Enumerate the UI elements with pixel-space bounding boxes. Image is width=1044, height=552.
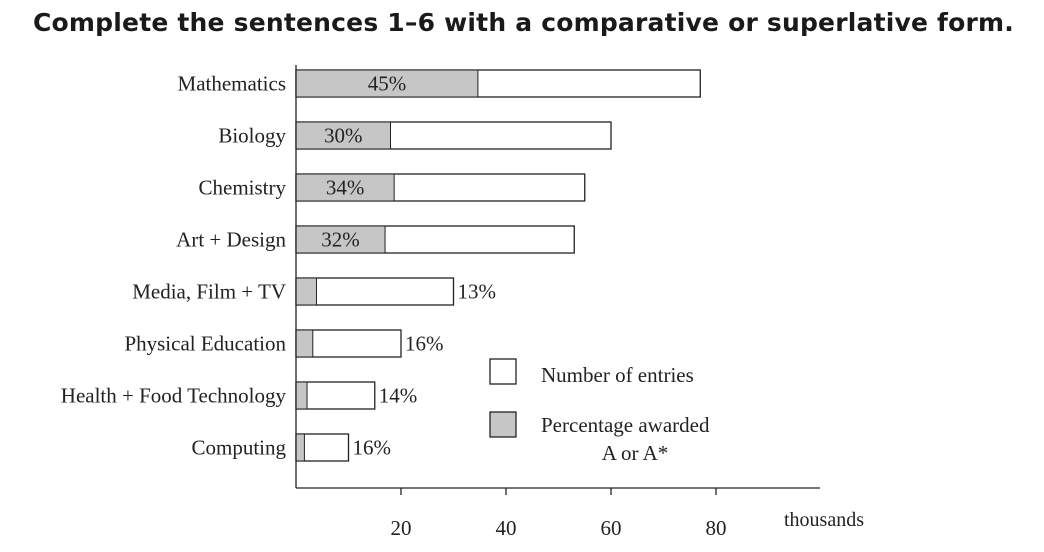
x-axis-unit-label: thousands [784,509,864,531]
percentage-bar [295,381,308,410]
x-tick-label: 60 [601,516,622,540]
x-axis: 20 40 60 80 thousands [295,65,864,540]
category-label: Mathematics [178,72,286,96]
percentage-bar [295,173,395,202]
category-label: Computing [191,436,286,460]
legend-label-entries: Number of entries [541,363,694,387]
percentage-label: 13% [458,280,497,304]
legend-swatch-percentage [489,411,517,438]
entries-bar [295,381,376,410]
percentage-label: 45% [368,72,407,96]
x-tick-label: 80 [706,516,727,540]
percentage-label: 32% [321,228,360,252]
category-label: Biology [218,124,286,148]
legend-label-percentage-line1: Percentage awarded [541,413,710,437]
percentage-label: 30% [324,124,363,148]
category-label: Media, Film + TV [132,280,286,304]
percentage-label: 16% [405,332,444,356]
percentage-bar [295,277,317,306]
percentage-bar [295,121,391,150]
percentage-label: 16% [353,436,392,460]
percentage-label: 14% [379,384,418,408]
entries-bar [295,277,455,306]
chart-legend: Number of entries Percentage awarded A or … [489,358,710,465]
legend-label-percentage-line2: A or A* [602,441,669,465]
category-label: Physical Education [124,332,286,356]
percentage-bar [295,329,314,358]
bars-layer: Mathematics 45% Biology 30% Chemistry 34% Art … [61,69,701,462]
category-label: Art + Design [176,228,286,252]
legend-swatch-entries [489,358,517,385]
category-label: Chemistry [199,176,287,200]
x-tick-label: 40 [496,516,517,540]
percentage-bar [295,433,305,462]
percentage-bar [295,69,479,98]
x-tick-label: 20 [391,516,412,540]
instruction-heading: Complete the sentences 1–6 with a compar… [33,8,1014,37]
percentage-label: 34% [326,176,365,200]
category-label: Health + Food Technology [61,384,287,408]
